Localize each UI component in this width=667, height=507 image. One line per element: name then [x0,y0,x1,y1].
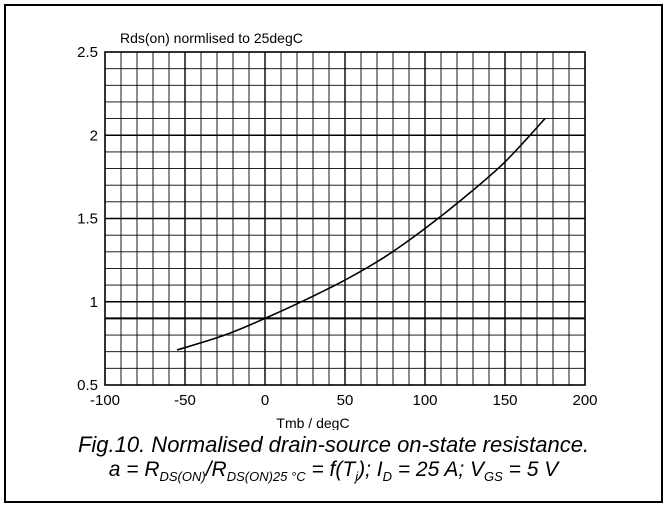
caption-part: = f(T [305,458,356,481]
x-tick-label: 100 [412,392,437,409]
x-tick-label: -100 [90,392,120,409]
y-tick-label: 2 [90,127,98,144]
chart-title: Rds(on) normlised to 25degC [120,30,303,46]
figure-frame [4,4,663,503]
x-tick-label: 0 [261,392,269,409]
caption-part: ); I [358,458,383,481]
caption-sub: DS(ON)25 °C [226,469,306,485]
y-tick-label: 2.5 [77,44,98,61]
chart-series [176,118,546,351]
y-tick-label: 1 [90,294,98,311]
series-line [176,118,546,351]
caption-part: a = R [108,458,160,481]
tick-labels: -100 -50 0 50 100 150 200 0.5 1 1.5 2 2.5 [77,44,597,409]
x-tick-label: 200 [572,392,597,409]
plot-border [104,51,586,386]
x-tick-label: 50 [337,392,354,409]
caption-sub: D [382,469,392,485]
caption-sub: j [355,469,359,485]
y-tick-label: 0.5 [77,377,98,394]
caption-sub: GS [484,469,503,485]
chart-axes [104,51,586,386]
y-tick-label: 1.5 [77,211,98,228]
x-tick-label: 150 [492,392,517,409]
chart-grid [105,52,585,385]
chart: -100 -50 0 50 100 150 200 0.5 1 1.5 2 2.5 Rds(on) n… [77,30,597,430]
figure-caption-title: Fig.10. Normalised drain-source on-state… [77,432,590,457]
caption-part: = 25 A; V [391,458,485,481]
caption-part: /R [205,458,227,481]
caption-sub: DS(ON) [159,469,206,485]
x-tick-label: -50 [174,392,196,409]
figure-caption-formula: a = RDS(ON)/RDS(ON)25 °C = f(Tj); ID = 2… [0,458,667,484]
caption-part: = 5 V [502,458,559,481]
x-axis-label: Tmb / degC [276,415,349,430]
